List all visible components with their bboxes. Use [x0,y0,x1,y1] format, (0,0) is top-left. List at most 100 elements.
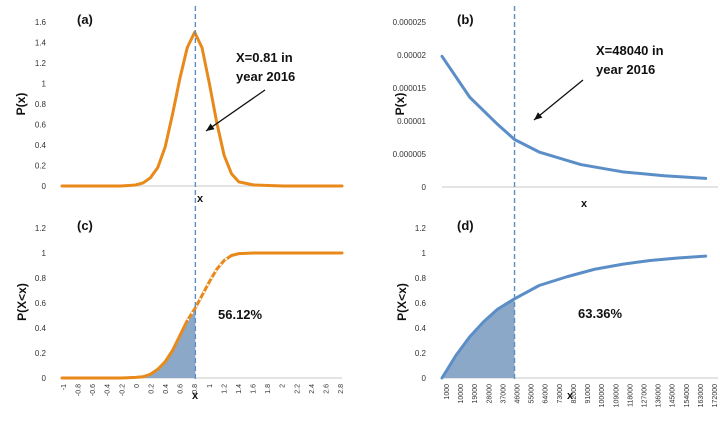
panel-c-data-point [171,349,174,352]
panel-c-x-tick: -0.2 [119,384,126,396]
panel-c-data-point [230,254,233,257]
panel-b-data-point [513,138,516,141]
panel-d-x-tick: 172000 [712,384,719,407]
panel-c-data-point [164,360,166,363]
panel-c-y-tick: 0 [42,374,47,383]
panel-b-data-point [468,96,471,99]
panel-c-data-point [282,252,284,254]
panel-d-x-tick: 100000 [599,384,606,407]
panel-c-y-tick: 1.2 [35,224,47,233]
panel-b-annotation-line: year 2016 [596,62,655,77]
panel-c-x-tick: 0.4 [163,384,170,394]
panel-b-annotation-line: X=48040 in [596,43,664,58]
panel-c-x-axis-title: x [192,390,199,402]
panel-c-data-point [149,373,152,376]
panel-a-data-point [179,77,181,80]
panel-a-data-point [171,113,174,116]
panel-d-y-tick: 0.6 [415,299,427,308]
panel-c-x-tick: -0.6 [90,384,97,396]
panel-a-annotation-line: year 2016 [236,69,295,84]
panel-d-x-tick: 46000 [515,384,522,404]
panel-c-data-point [179,334,181,337]
panel-a-label: (a) [77,12,93,27]
panel-b-annotation-arrow [533,79,584,121]
panel-d-y-axis-title: P(X<x) [395,283,409,321]
panel-d-x-tick: 91000 [585,384,592,404]
panel-c-x-tick: 0.2 [148,384,155,394]
panel-c-data-point [61,377,63,379]
panel-c-series-line [60,251,344,380]
panel-c-x-tick: -0.4 [105,384,112,396]
panel-d-percentage: 63.36% [578,306,623,321]
panel-a-y-tick: 1.6 [35,18,47,27]
panel-d-x-tick: 127000 [641,384,648,407]
panel-a-y-tick: 1.4 [35,39,47,48]
panel-a-arrow-head [206,123,215,131]
panel-a-series-line [60,30,344,188]
panel-c-data-point [238,252,240,255]
panel-b-data-point [441,55,443,58]
panel-c-x-tick: 2.6 [323,384,330,394]
panel-c-x-tick: 1.8 [265,384,272,394]
panel-b-x-axis-title: x [581,198,588,210]
panel-c-data-point [208,280,211,283]
panel-d-x-tick: 118000 [627,384,634,407]
panel-a-y-axis-title: P(x) [14,93,28,116]
panel-a-y-tick: 0 [42,182,47,191]
panel-d-data-point [455,354,457,357]
panel-d-x-axis-title: x [567,390,574,402]
panel-c-shaded-area [62,307,196,378]
panel-c-data-point [90,377,93,379]
panel-a-y-tick: 0.6 [35,121,47,130]
panel-b-data-point [704,177,707,180]
panel-d-data-point [468,335,471,338]
panel-b-arrow-head [534,112,543,120]
panel-d-x-tick: 19000 [472,384,479,404]
panel-b-y-tick: 0 [422,183,427,192]
panel-a-data-point [134,184,137,186]
panel-d-data-point [441,377,443,379]
panel-c-y-tick: 0.4 [35,324,47,333]
panel-d-x-tick: 136000 [656,384,663,407]
panel-c-data-point [142,375,144,378]
panel-d-label: (d) [457,218,474,233]
panel-c-data-point [215,268,218,271]
panel-a-annotation-arrow [205,89,266,132]
panel-d-data-point [482,320,485,323]
panel-a-data-point [120,185,122,187]
panel-a-annotation-line: X=0.81 in [236,50,293,65]
panel-b-series-line [440,54,708,180]
panel-c-data-point [201,294,203,297]
panel-c-x-tick: 2.2 [294,384,301,394]
panel-c-data-point [252,252,255,254]
panel-d-x-tick: 10000 [458,384,465,404]
panel-d-data-point [593,268,596,271]
panel-c-x-tick: 1.6 [251,384,258,394]
panel-c-data-point [186,319,189,322]
panel-a-data-point [223,154,225,157]
panel-d-x-tick: 55000 [529,384,536,404]
panel-a-data-point [208,82,211,85]
panel-d-y-tick: 0.8 [415,274,427,283]
panel-a-y-tick: 1 [42,80,47,89]
panel-d-x-tick: 73000 [557,384,564,404]
panel-c-x-tick: 0.8 [192,384,199,394]
panel-c-y-tick: 0.6 [35,299,47,308]
panel-d-x-tick: 37000 [500,384,507,404]
panel-d-x-tick: 28000 [486,384,493,404]
panel-c-x-tick: 2.8 [338,384,345,394]
panel-d-data-point [677,257,679,259]
panel-b-data-point [538,151,540,153]
panel-a-y-tick: 0.2 [35,162,47,171]
panel-d-x-tick: 163000 [698,384,705,407]
panel-c-x-tick: 1.4 [236,384,243,394]
panel-c-data-point [223,259,225,262]
panel-b-data-point [579,163,582,166]
panel-c-y-axis-title: P(X<x) [15,283,29,321]
panel-a-y-tick: 0.4 [35,141,47,150]
panel-d-data-point [566,275,568,278]
panel-d-x-tick: 1000 [444,384,451,400]
panel-a-data-point [156,166,159,169]
panel-a-data-point [238,181,240,183]
